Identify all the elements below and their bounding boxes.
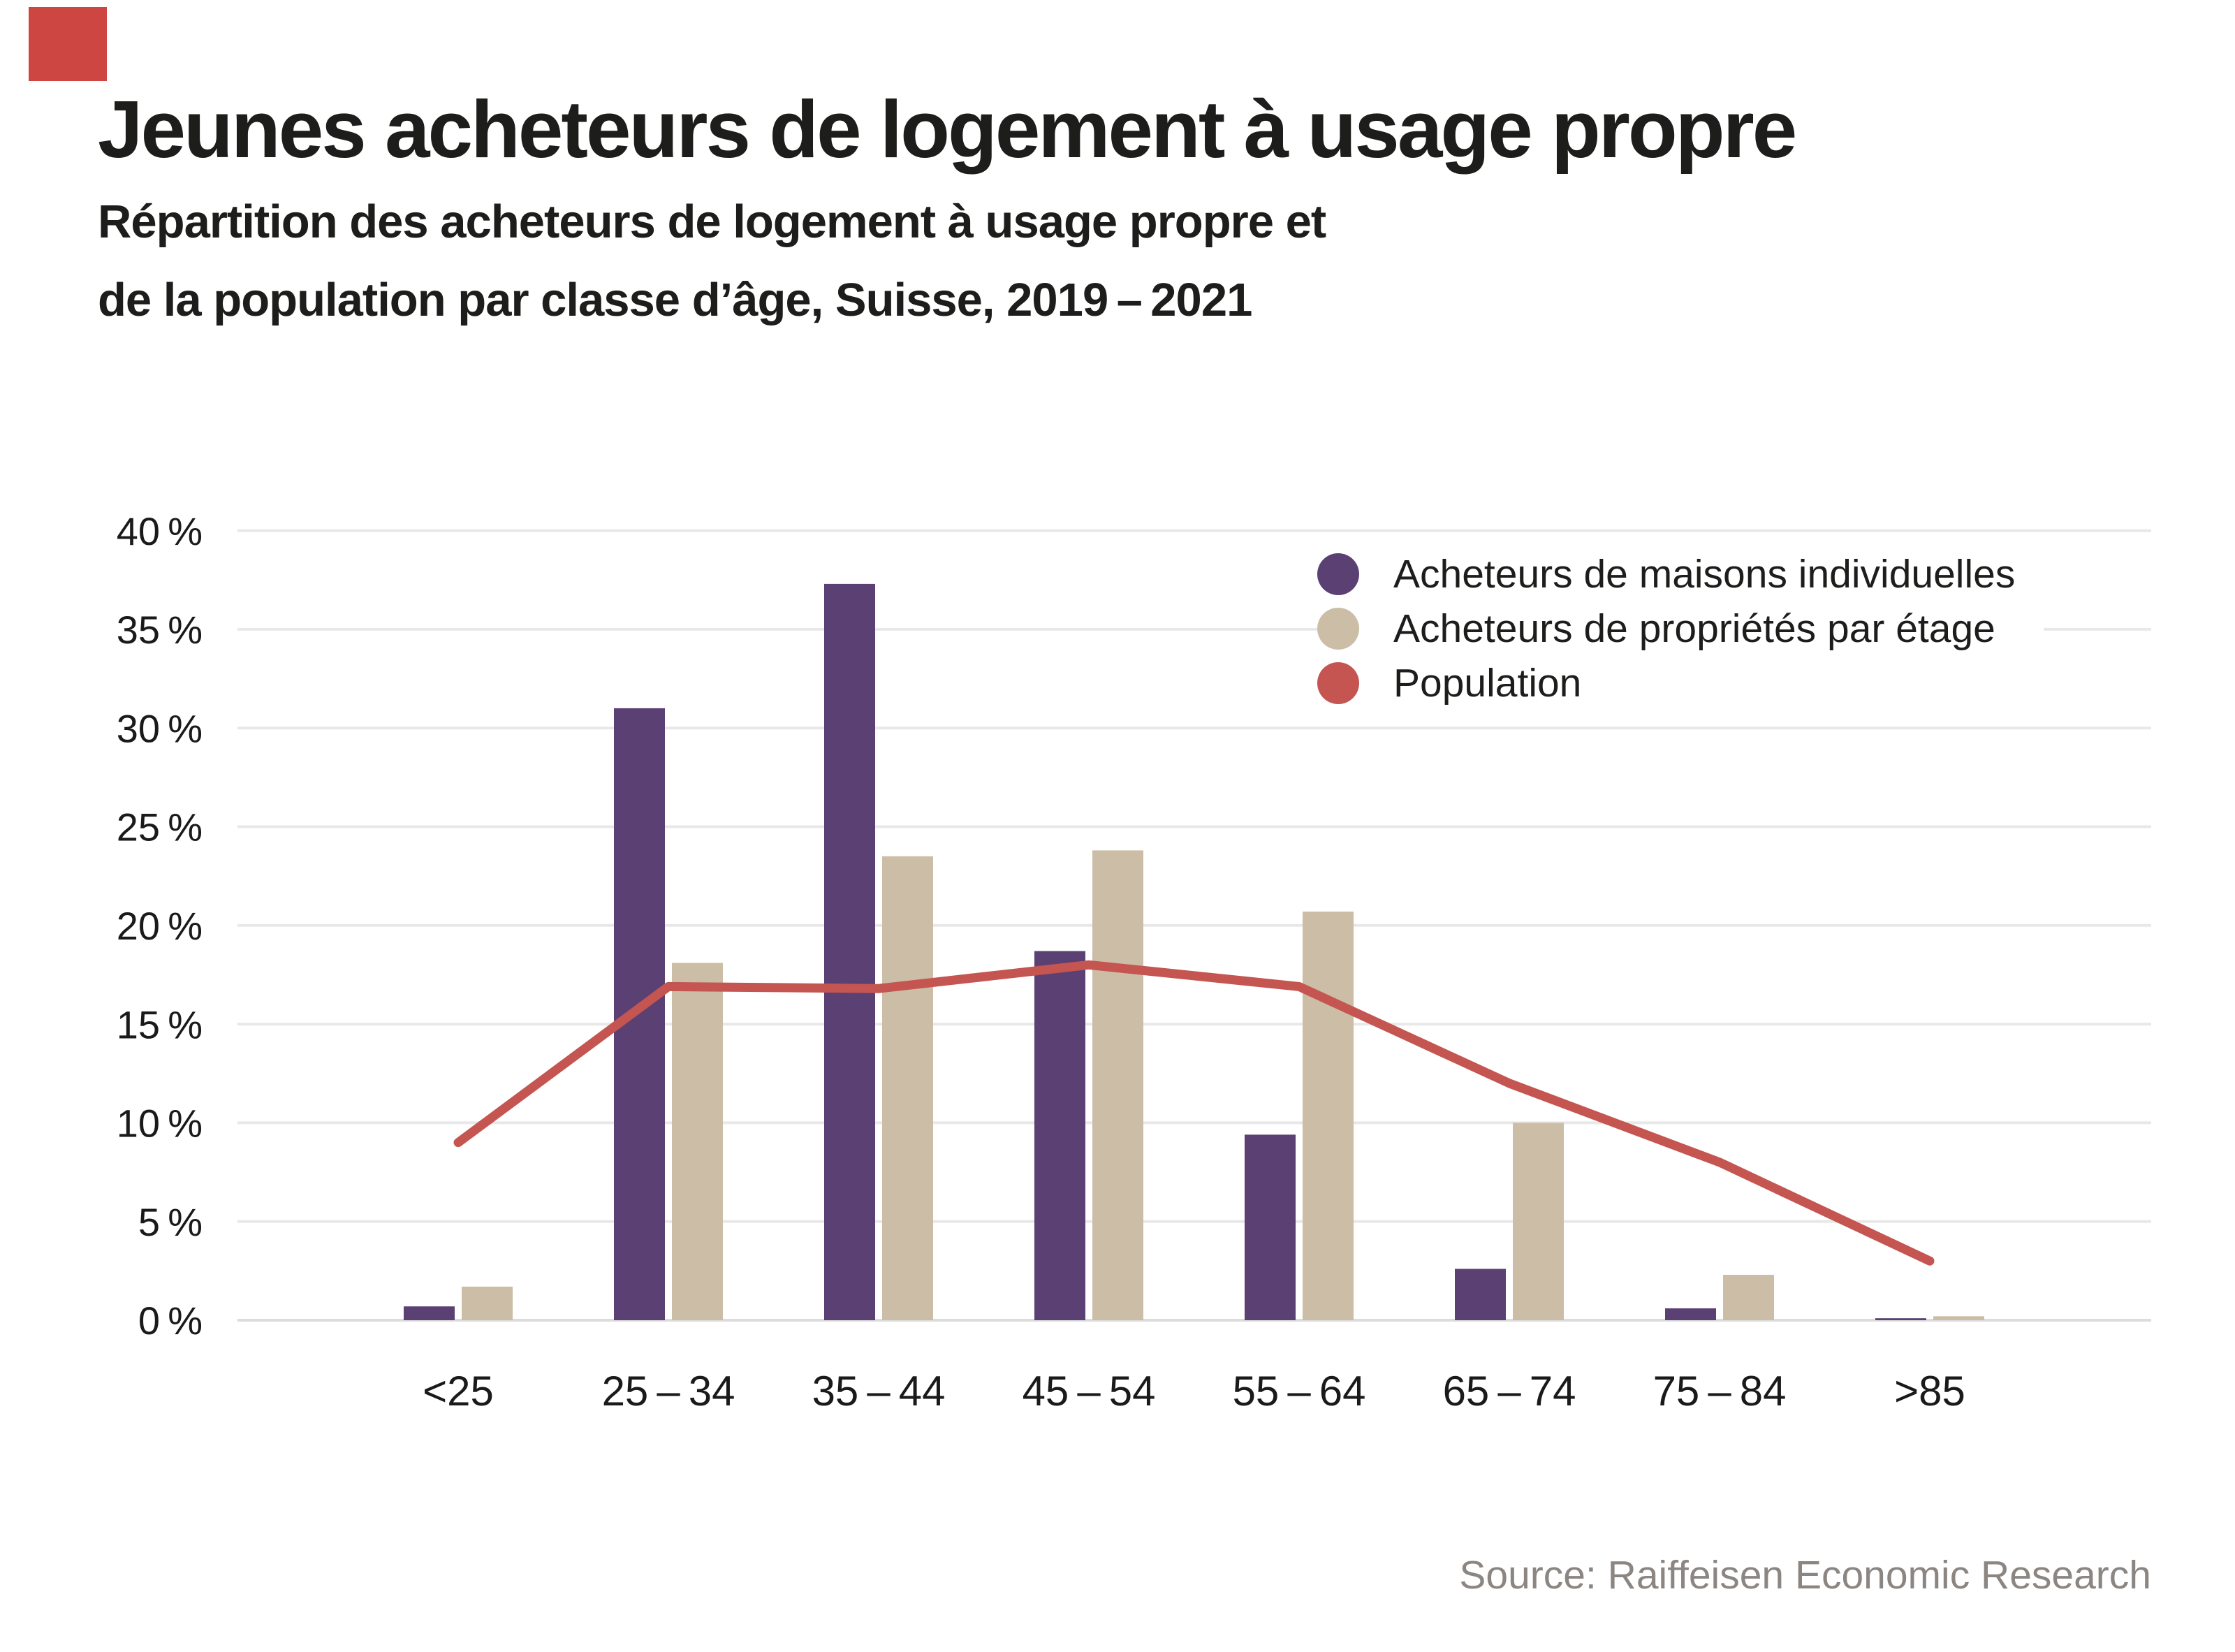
chart-legend: Acheteurs de maisons individuelles Achet… xyxy=(1317,547,2044,710)
legend-label: Acheteurs de propriétés par étage xyxy=(1393,606,1995,651)
x-axis-tick-label: 45 – 54 xyxy=(1023,1368,1156,1415)
legend-item-proprietes-par-etage: Acheteurs de propriétés par étage xyxy=(1317,601,2044,656)
y-axis-tick-label: 10 % xyxy=(117,1102,203,1146)
bar-proprietes-par-etage xyxy=(672,963,723,1320)
bar-maisons-individuelles xyxy=(1455,1269,1506,1320)
y-axis-tick-label: 40 % xyxy=(117,509,203,553)
legend-dot-maisons-individuelles-icon xyxy=(1317,553,1359,595)
subtitle-line-2: de la population par classe d’âge, Suiss… xyxy=(98,274,1252,326)
source-text: Source: Raiffeisen Economic Research xyxy=(1459,1553,2151,1598)
legend-label: Acheteurs de maisons individuelles xyxy=(1393,552,2016,597)
bar-proprietes-par-etage xyxy=(1933,1316,1984,1320)
y-axis-tick-label: 25 % xyxy=(117,805,203,849)
x-axis-tick-label: >85 xyxy=(1894,1368,1965,1415)
legend-dot-proprietes-par-etage-icon xyxy=(1317,608,1359,650)
bar-proprietes-par-etage xyxy=(1513,1123,1564,1320)
y-axis-tick-label: 15 % xyxy=(117,1002,203,1046)
bar-maisons-individuelles xyxy=(1034,951,1085,1320)
x-axis-tick-label: 25 – 34 xyxy=(602,1368,735,1415)
raiffeisen-logo-red-square xyxy=(29,7,107,81)
y-axis-tick-label: 20 % xyxy=(117,904,203,948)
x-axis-tick-label: 75 – 84 xyxy=(1653,1368,1787,1415)
bar-proprietes-par-etage xyxy=(1303,912,1354,1320)
bar-maisons-individuelles xyxy=(824,583,875,1320)
bar-proprietes-par-etage xyxy=(462,1286,513,1320)
bar-proprietes-par-etage xyxy=(1723,1275,1774,1320)
bar-proprietes-par-etage xyxy=(882,856,933,1320)
legend-label: Population xyxy=(1393,661,1582,706)
bar-maisons-individuelles xyxy=(1875,1318,1926,1320)
bar-maisons-individuelles xyxy=(404,1306,455,1320)
y-axis-tick-label: 5 % xyxy=(138,1200,203,1244)
bar-maisons-individuelles xyxy=(1665,1308,1716,1320)
legend-item-maisons-individuelles: Acheteurs de maisons individuelles xyxy=(1317,547,2044,601)
x-axis-tick-label: 55 – 64 xyxy=(1233,1368,1366,1415)
y-axis-tick-label: 0 % xyxy=(138,1299,203,1343)
bar-maisons-individuelles xyxy=(1245,1134,1296,1320)
y-axis-tick-label: 30 % xyxy=(117,706,203,750)
x-axis-tick-label: <25 xyxy=(423,1368,494,1415)
page-subtitle: Répartition des acheteurs de logement à … xyxy=(98,183,1326,339)
bar-proprietes-par-etage xyxy=(1092,850,1143,1320)
legend-item-population: Population xyxy=(1317,656,2044,710)
page-title: Jeunes acheteurs de logement à usage pro… xyxy=(98,84,1797,175)
bar-maisons-individuelles xyxy=(614,708,665,1320)
population-line xyxy=(453,960,1935,1266)
subtitle-line-1: Répartition des acheteurs de logement à … xyxy=(98,196,1326,248)
x-axis-tick-label: 35 – 44 xyxy=(812,1368,946,1415)
x-axis-tick-label: 65 – 74 xyxy=(1443,1368,1576,1415)
y-axis-tick-label: 35 % xyxy=(117,608,203,652)
legend-dot-population-icon xyxy=(1317,662,1359,704)
